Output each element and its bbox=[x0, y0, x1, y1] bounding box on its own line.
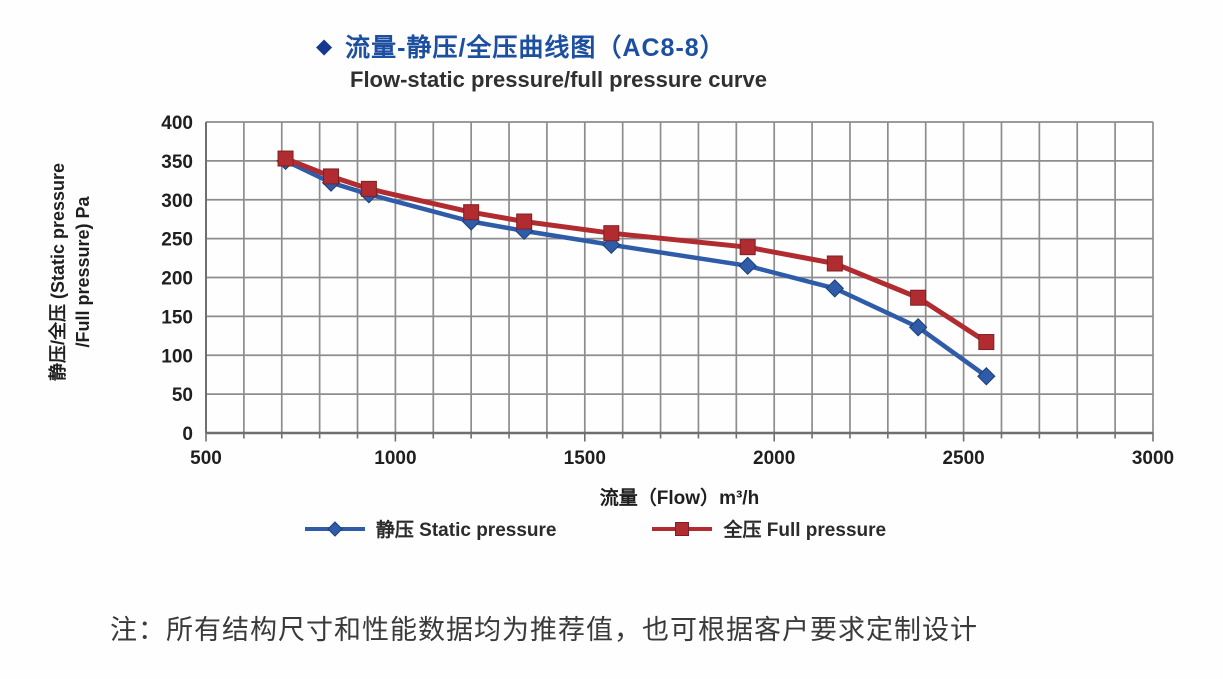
square-marker bbox=[826, 255, 843, 272]
legend-label-full-pressure: 全压 Full pressure bbox=[723, 520, 887, 541]
legend-item-full-pressure: 全压 Full pressure bbox=[651, 515, 886, 542]
series-full-pressure bbox=[277, 150, 995, 351]
x-tick-label: 1500 bbox=[564, 448, 606, 469]
diamond-marker bbox=[908, 318, 928, 337]
x-tick-label: 1000 bbox=[374, 448, 416, 469]
footer-note: 注：所有结构尺寸和性能数据均为推荐值，也可根据客户要求定制设计 bbox=[110, 615, 978, 645]
square-marker bbox=[463, 204, 480, 221]
x-axis-title: 流量（Flow）m³/h bbox=[599, 488, 760, 509]
full-pressure-line-marker-icon bbox=[651, 519, 713, 539]
series-line bbox=[283, 158, 989, 379]
x-tick-label: 500 bbox=[190, 448, 222, 469]
legend-item-static-pressure: 静压 Static pressure bbox=[304, 515, 557, 542]
diamond-marker bbox=[825, 279, 845, 298]
x-tick-label: 2500 bbox=[942, 448, 984, 469]
square-marker bbox=[277, 150, 294, 167]
chart-title-cn: 流量-静压/全压曲线图（AC8-8） bbox=[345, 34, 726, 62]
y-tick-label: 400 bbox=[161, 113, 193, 134]
y-tick-label: 0 bbox=[182, 424, 193, 445]
diamond-bullet-icon: ◆ bbox=[316, 34, 333, 58]
legend-label-static-pressure: 静压 Static pressure bbox=[375, 520, 557, 541]
series-line bbox=[283, 156, 989, 345]
diamond-marker bbox=[738, 256, 757, 276]
square-marker bbox=[516, 213, 533, 230]
y-tick-label: 100 bbox=[161, 346, 193, 367]
x-tick-label: 2000 bbox=[753, 448, 795, 469]
static-pressure-line-marker-icon bbox=[304, 519, 366, 539]
y-tick-label: 150 bbox=[161, 307, 193, 328]
y-tick-label: 50 bbox=[172, 385, 193, 406]
tick-labels: 500 1000 1500 2000 2500 3000 0 50 100 150 200 250 30… bbox=[161, 113, 1174, 469]
chart-title-block: ◆ 流量-静压/全压曲线图（AC8-8） Flow-static pressur… bbox=[316, 28, 767, 93]
square-marker bbox=[360, 180, 377, 197]
axes bbox=[205, 122, 1154, 442]
square-marker bbox=[603, 225, 620, 242]
square-marker bbox=[323, 168, 340, 185]
y-tick-label: 350 bbox=[161, 152, 193, 173]
y-tick-label: 250 bbox=[161, 230, 193, 251]
flow-pressure-chart: 500 1000 1500 2000 2500 3000 0 50 100 150 200 250 30… bbox=[161, 113, 1174, 469]
x-tick-label: 3000 bbox=[1132, 448, 1174, 469]
square-marker bbox=[910, 289, 927, 306]
diamond-marker bbox=[977, 367, 996, 386]
square-marker bbox=[739, 239, 756, 256]
chart-legend: 静压 Static pressure 全压 Full pressure bbox=[0, 515, 1190, 542]
chart-title-en: Flow-static pressure/full pressure curve bbox=[350, 67, 767, 92]
gridlines bbox=[205, 121, 1154, 434]
y-tick-label: 200 bbox=[161, 269, 193, 290]
square-marker bbox=[978, 334, 995, 351]
y-tick-label: 300 bbox=[161, 191, 193, 212]
